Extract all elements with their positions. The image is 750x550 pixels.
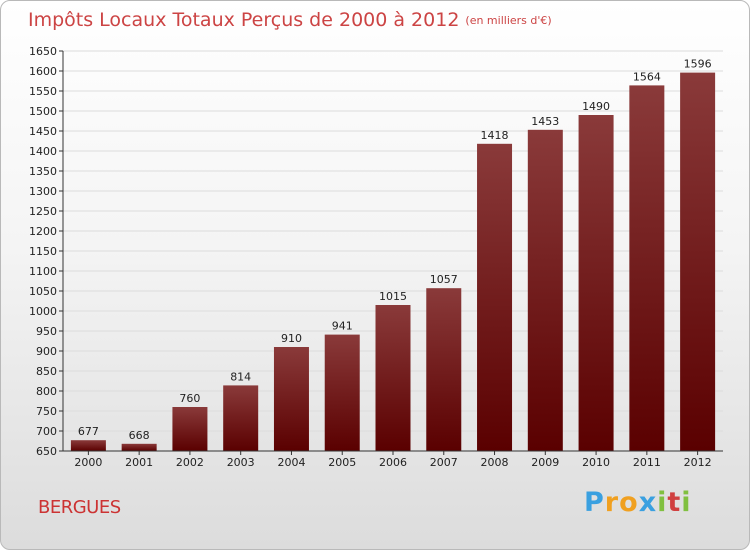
x-tick-label-2009: 2009 <box>531 456 559 469</box>
data-label-2009: 1453 <box>531 115 559 128</box>
y-tick-label: 1550 <box>29 85 57 98</box>
y-tick-label: 1250 <box>29 205 57 218</box>
y-tick-label: 1300 <box>29 185 57 198</box>
data-label-2007: 1057 <box>430 273 458 286</box>
data-label-2008: 1418 <box>481 129 509 142</box>
data-label-2001: 668 <box>129 429 150 442</box>
y-tick-label: 1450 <box>29 125 57 138</box>
logo-letter: i <box>657 487 668 518</box>
x-axis-ticks: 2000 2001 2002 2003 2004 2005 2006 2007 2008 2009… <box>74 451 712 469</box>
y-tick-label: 1350 <box>29 165 57 178</box>
y-tick-label: 1500 <box>29 105 57 118</box>
bar-2010 <box>578 115 614 451</box>
y-tick-label: 1000 <box>29 305 57 318</box>
logo-letter: P <box>584 487 605 518</box>
data-labels: 677 668 760 814 910 941 1015 1057 1418 1453 1490 15… <box>78 58 712 442</box>
bar-2011 <box>629 85 665 452</box>
chart-title: Impôts Locaux Totaux Perçus de 2000 à 20… <box>28 9 552 31</box>
y-tick-label: 650 <box>36 445 57 458</box>
chart-title-main: Impôts Locaux Totaux Perçus de 2000 à 20… <box>28 9 460 31</box>
x-tick-label-2004: 2004 <box>277 456 305 469</box>
bar-2008 <box>477 143 513 452</box>
y-tick-label: 1150 <box>29 245 57 258</box>
bar-2004 <box>273 347 309 451</box>
bars <box>70 72 716 452</box>
bar-2000 <box>70 440 106 451</box>
data-label-2012: 1596 <box>684 58 712 71</box>
chart-title-unit: (en milliers d'€) <box>465 14 552 27</box>
y-tick-label: 950 <box>36 325 57 338</box>
bar-2006 <box>375 305 411 451</box>
x-tick-label-2003: 2003 <box>227 456 255 469</box>
x-tick-label-2010: 2010 <box>582 456 610 469</box>
bar-2007 <box>426 288 462 451</box>
proxiti-logo: Proxiti <box>584 487 692 518</box>
bar-2001 <box>121 443 157 451</box>
y-tick-label: 1650 <box>29 45 57 58</box>
y-tick-label: 1100 <box>29 265 57 278</box>
data-label-2002: 760 <box>179 392 200 405</box>
x-tick-label-2008: 2008 <box>481 456 509 469</box>
x-tick-label-2001: 2001 <box>125 456 153 469</box>
x-tick-label-2005: 2005 <box>328 456 356 469</box>
bar-2005 <box>324 334 360 451</box>
axes <box>62 51 723 452</box>
logo-letter: x <box>638 487 658 518</box>
y-tick-label: 1200 <box>29 225 57 238</box>
data-label-2005: 941 <box>332 320 353 333</box>
data-label-2004: 910 <box>281 332 302 345</box>
data-label-2010: 1490 <box>582 100 610 113</box>
y-tick-label: 850 <box>36 365 57 378</box>
bar-2009 <box>527 129 563 452</box>
y-tick-label: 1050 <box>29 285 57 298</box>
logo-letter: r <box>604 487 620 518</box>
bar-2002 <box>172 407 208 451</box>
x-tick-label-2012: 2012 <box>684 456 712 469</box>
x-tick-label-2002: 2002 <box>176 456 204 469</box>
y-tick-label: 750 <box>36 405 57 418</box>
data-label-2011: 1564 <box>633 70 661 83</box>
y-tick-label: 900 <box>36 345 57 358</box>
place-name: BERGUES <box>38 497 121 518</box>
x-tick-label-2011: 2011 <box>633 456 661 469</box>
bar-2012 <box>680 72 716 451</box>
logo-letter: o <box>619 487 639 518</box>
y-axis-ticks: 650 700 750 800 850 900 950 1000 1050 1100 1150 120… <box>29 45 63 458</box>
logo-letter: t <box>667 487 682 518</box>
data-label-2006: 1015 <box>379 290 407 303</box>
data-label-2003: 814 <box>230 370 251 383</box>
bar-2003 <box>223 385 259 451</box>
x-tick-label-2007: 2007 <box>430 456 458 469</box>
y-tick-label: 1600 <box>29 65 57 78</box>
y-tick-label: 700 <box>36 425 57 438</box>
data-label-2000: 677 <box>78 425 99 438</box>
x-tick-label-2000: 2000 <box>74 456 102 469</box>
logo-letter: i <box>681 487 692 518</box>
y-tick-label: 1400 <box>29 145 57 158</box>
y-tick-label: 800 <box>36 385 57 398</box>
x-tick-label-2006: 2006 <box>379 456 407 469</box>
